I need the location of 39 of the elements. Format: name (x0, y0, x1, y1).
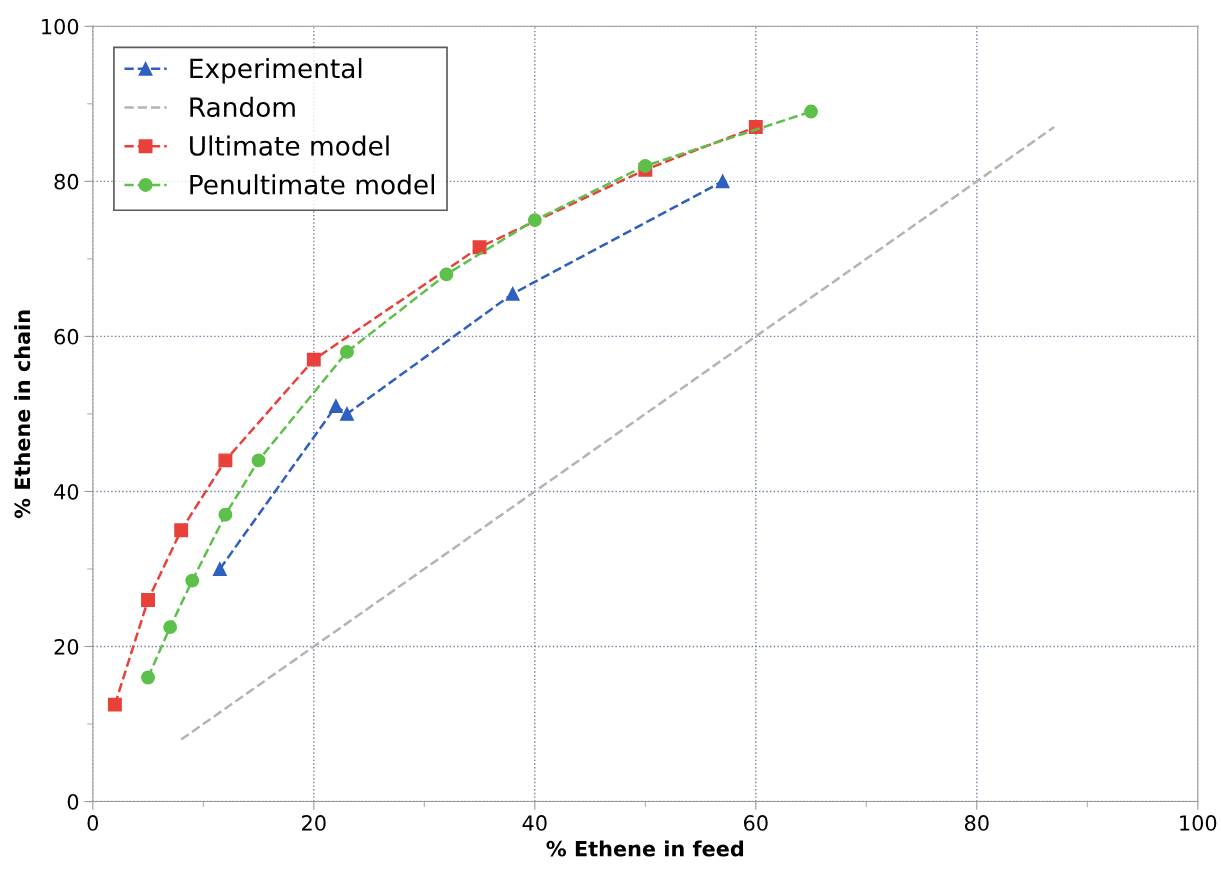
point (107, 697, 122, 712)
point (472, 240, 487, 255)
point (163, 620, 178, 635)
point (218, 507, 233, 522)
point (527, 213, 542, 228)
point (141, 670, 155, 685)
point (328, 399, 343, 414)
x-tick-label: 80 (964, 815, 989, 831)
x-tick-label: 0 (87, 815, 99, 831)
point (505, 286, 520, 301)
point (185, 573, 200, 588)
x-axis-title: % Ethene in feed (546, 840, 744, 857)
x-tick-label: 100 (1180, 815, 1217, 831)
point (638, 158, 653, 173)
point (141, 593, 155, 607)
point (340, 344, 354, 359)
y-tick-label: 60 (54, 328, 79, 345)
point (340, 406, 354, 421)
y-tick-label: 20 (54, 638, 79, 655)
point (306, 352, 321, 367)
legend-label: Experimental (190, 57, 362, 84)
legend-label: Penultimate model (190, 174, 434, 195)
point (439, 267, 454, 282)
legend-label: Random (190, 96, 295, 118)
point (218, 453, 233, 468)
legend-label: Ultimate model (190, 135, 389, 156)
x-tick-label: 40 (522, 815, 547, 831)
y-tick-label: 80 (54, 173, 79, 190)
point (251, 453, 266, 468)
point (174, 523, 189, 538)
y-axis-title: % Ethene in chain (14, 310, 31, 519)
y-tick-label: 40 (54, 483, 79, 500)
y-tick-label: 0 (67, 793, 79, 810)
x-tick-label: 60 (744, 815, 768, 831)
point (212, 562, 227, 576)
point (715, 174, 730, 189)
x-tick-label: 20 (302, 815, 326, 831)
point (804, 104, 818, 119)
y-tick-label: 100 (42, 18, 79, 35)
